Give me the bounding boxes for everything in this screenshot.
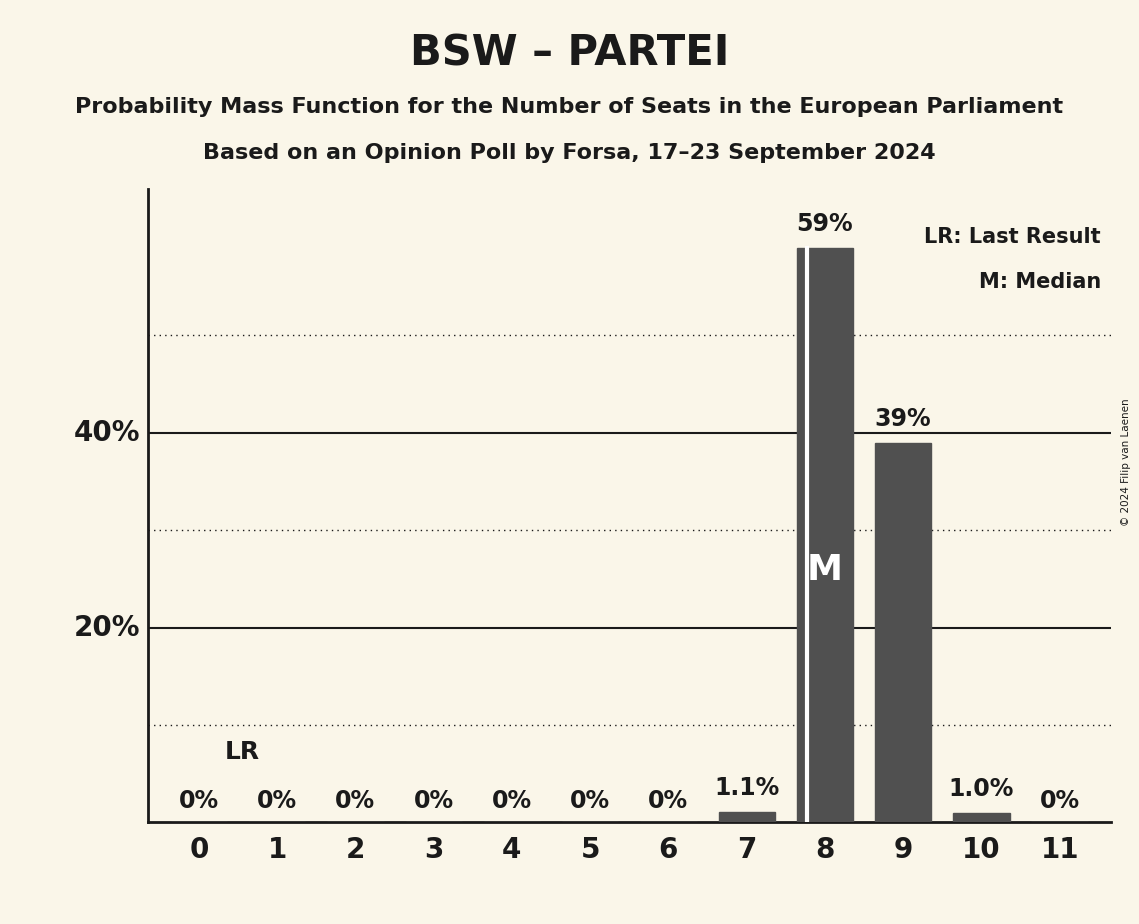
Text: M: Median: M: Median bbox=[978, 272, 1101, 292]
Text: 0%: 0% bbox=[335, 788, 376, 812]
Text: 0%: 0% bbox=[257, 788, 297, 812]
Text: 0%: 0% bbox=[179, 788, 219, 812]
Text: BSW – PARTEI: BSW – PARTEI bbox=[410, 32, 729, 74]
Text: © 2024 Filip van Laenen: © 2024 Filip van Laenen bbox=[1121, 398, 1131, 526]
Text: 39%: 39% bbox=[875, 407, 932, 431]
Bar bbox=[875, 443, 932, 822]
Bar bbox=[953, 812, 1009, 822]
Text: 0%: 0% bbox=[492, 788, 532, 812]
Text: LR: LR bbox=[226, 739, 260, 763]
Text: Probability Mass Function for the Number of Seats in the European Parliament: Probability Mass Function for the Number… bbox=[75, 97, 1064, 117]
Text: 1.1%: 1.1% bbox=[714, 776, 779, 800]
Text: Based on an Opinion Poll by Forsa, 17–23 September 2024: Based on an Opinion Poll by Forsa, 17–23… bbox=[203, 143, 936, 164]
Text: M: M bbox=[806, 553, 843, 587]
Text: 40%: 40% bbox=[74, 419, 140, 447]
Text: LR: Last Result: LR: Last Result bbox=[924, 227, 1101, 248]
Text: 0%: 0% bbox=[1040, 788, 1080, 812]
Text: 0%: 0% bbox=[413, 788, 453, 812]
Bar bbox=[719, 811, 775, 822]
Text: 59%: 59% bbox=[796, 213, 853, 237]
Bar bbox=[797, 248, 853, 822]
Text: 0%: 0% bbox=[571, 788, 611, 812]
Text: 0%: 0% bbox=[648, 788, 688, 812]
Text: 1.0%: 1.0% bbox=[949, 777, 1014, 801]
Text: 20%: 20% bbox=[74, 614, 140, 641]
